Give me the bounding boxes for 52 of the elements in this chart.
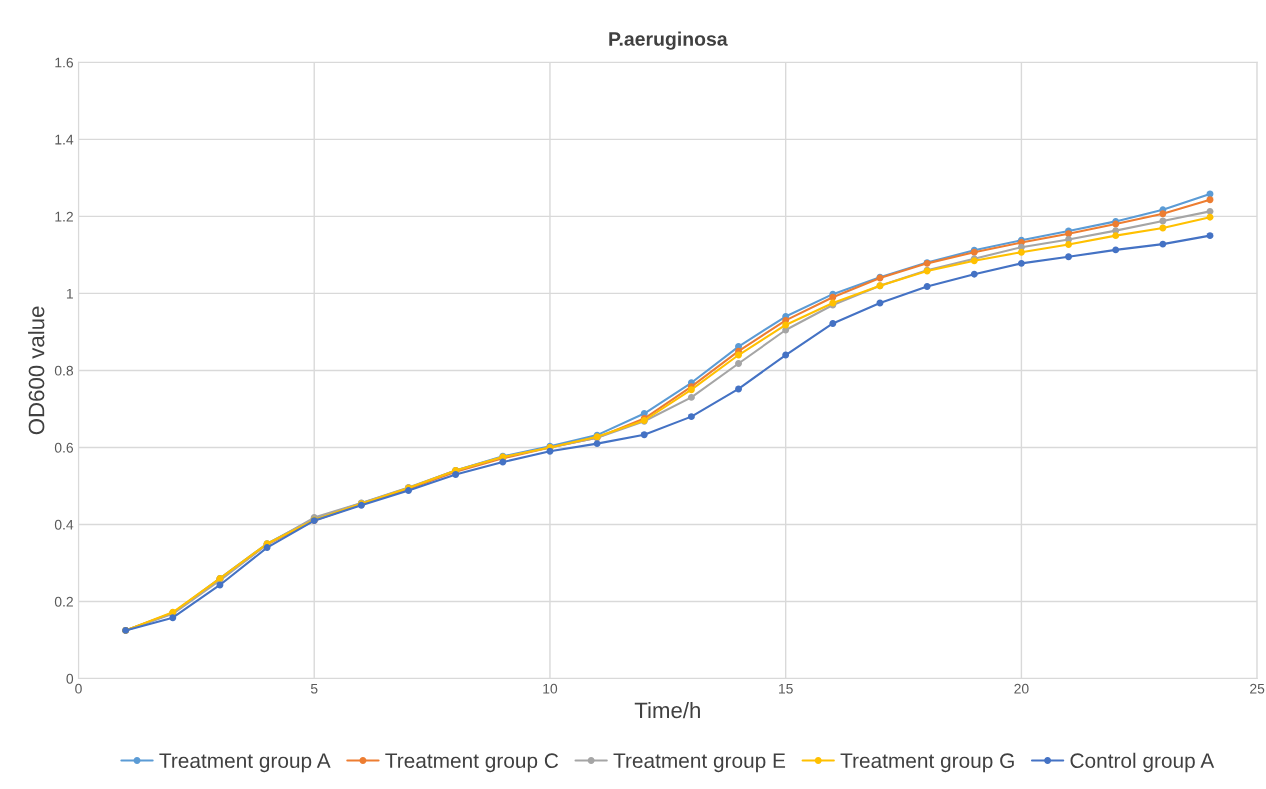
legend-label: Control group A	[1070, 752, 1215, 773]
point	[1206, 213, 1214, 221]
y-tick-label: 0.2	[54, 596, 73, 607]
point	[782, 321, 790, 329]
point	[687, 413, 695, 421]
x-tick-label: 15	[779, 683, 793, 694]
point	[1206, 232, 1214, 240]
point	[1159, 240, 1167, 248]
point	[782, 351, 790, 359]
point	[923, 283, 931, 290]
y-tick-label: 0.6	[54, 442, 74, 453]
y-tick-label: 0	[66, 673, 74, 684]
y-tick-label: 1.6	[55, 57, 74, 68]
point	[970, 270, 978, 278]
y-tick-label: 0.8	[54, 365, 74, 376]
legend-label: Treatment group C	[385, 753, 559, 773]
y-tick-label: 1.4	[55, 134, 74, 145]
point	[735, 385, 743, 393]
legend-label: Treatment group A	[159, 753, 331, 773]
point	[263, 544, 271, 552]
point	[1112, 232, 1120, 240]
point	[1159, 224, 1167, 232]
point	[1017, 248, 1025, 256]
point	[687, 393, 695, 401]
point	[1065, 241, 1073, 248]
chart-title: P.aeruginosa	[609, 31, 728, 50]
point	[546, 447, 554, 455]
point	[593, 440, 601, 448]
point	[1159, 210, 1167, 218]
point	[829, 319, 837, 327]
y-axis-title: OD600 value	[28, 306, 45, 435]
x-axis-title: Time/h	[634, 701, 700, 719]
x-tick-label: 25	[1250, 683, 1265, 694]
x-tick-label: 10	[543, 683, 558, 694]
x-tick-label: 0	[75, 683, 82, 694]
y-tick-label: 1.2	[55, 211, 73, 222]
point	[499, 458, 507, 466]
x-tick-label: 5	[310, 683, 318, 694]
point	[735, 351, 743, 359]
legend-label: Treatment group G	[840, 753, 1014, 773]
point	[1112, 246, 1120, 254]
point	[1065, 253, 1073, 261]
x-tick-label: 20	[1014, 683, 1029, 694]
y-tick-label: 0.4	[54, 519, 74, 530]
point	[169, 614, 177, 622]
legend-label: Treatment group E	[613, 753, 786, 773]
point	[640, 431, 648, 439]
point	[1017, 259, 1025, 267]
point	[1206, 196, 1214, 204]
point	[1159, 217, 1167, 225]
y-tick-label: 1	[66, 288, 73, 299]
point	[735, 360, 743, 367]
